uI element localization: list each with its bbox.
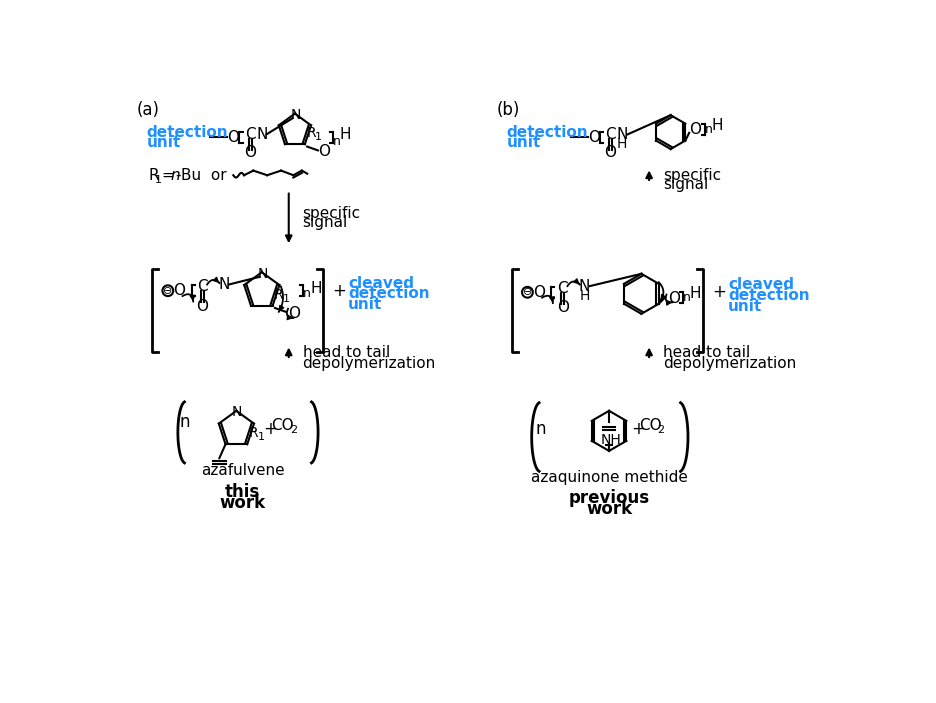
Text: cleaved: cleaved bbox=[348, 276, 414, 290]
Text: O: O bbox=[588, 130, 600, 145]
Text: detection: detection bbox=[348, 286, 430, 302]
Text: unit: unit bbox=[348, 297, 383, 312]
Text: work: work bbox=[219, 494, 266, 512]
Text: 1: 1 bbox=[154, 175, 162, 185]
Text: n: n bbox=[180, 413, 190, 431]
Text: depolymerization: depolymerization bbox=[302, 356, 436, 370]
Text: NH: NH bbox=[600, 433, 621, 447]
Text: N: N bbox=[232, 406, 242, 420]
Text: O: O bbox=[173, 283, 185, 298]
Text: O: O bbox=[533, 285, 545, 299]
Text: +: + bbox=[332, 282, 345, 299]
Text: C: C bbox=[245, 127, 256, 142]
Text: n: n bbox=[333, 135, 341, 148]
Text: O: O bbox=[557, 300, 569, 315]
Text: 2: 2 bbox=[290, 425, 297, 435]
Text: O: O bbox=[244, 146, 256, 160]
Text: N: N bbox=[617, 127, 628, 142]
Text: head to tail: head to tail bbox=[663, 344, 751, 360]
Text: R: R bbox=[249, 427, 258, 441]
Text: unit: unit bbox=[146, 136, 181, 150]
Text: this: this bbox=[225, 483, 260, 501]
Text: N: N bbox=[578, 278, 590, 294]
Text: O: O bbox=[318, 143, 330, 159]
Text: O: O bbox=[668, 291, 680, 306]
Text: detection: detection bbox=[506, 124, 588, 140]
Text: =: = bbox=[162, 168, 180, 183]
Text: H: H bbox=[690, 286, 701, 302]
Text: unit: unit bbox=[506, 136, 541, 150]
Text: O: O bbox=[197, 299, 209, 314]
Text: C: C bbox=[197, 279, 208, 295]
Text: work: work bbox=[586, 500, 632, 518]
Text: +: + bbox=[712, 283, 725, 302]
Text: O: O bbox=[288, 306, 300, 321]
Text: specific: specific bbox=[302, 206, 360, 221]
Text: ⊖: ⊖ bbox=[163, 285, 172, 296]
Text: cleaved: cleaved bbox=[728, 277, 794, 292]
Text: 1: 1 bbox=[257, 432, 265, 442]
Text: previous: previous bbox=[568, 489, 650, 507]
Text: H: H bbox=[310, 281, 322, 296]
Text: +: + bbox=[632, 420, 645, 438]
Text: azaquinone methide: azaquinone methide bbox=[531, 470, 688, 484]
Text: head to tail: head to tail bbox=[302, 344, 390, 360]
Text: O: O bbox=[605, 146, 617, 160]
Text: (a): (a) bbox=[137, 101, 159, 120]
Text: O: O bbox=[689, 122, 701, 137]
Text: 2: 2 bbox=[657, 425, 665, 435]
Text: H: H bbox=[340, 127, 351, 142]
Text: depolymerization: depolymerization bbox=[663, 356, 797, 370]
Text: n: n bbox=[683, 291, 691, 304]
Text: N: N bbox=[218, 277, 229, 292]
Text: +: + bbox=[263, 420, 277, 438]
Text: CO: CO bbox=[639, 418, 662, 433]
Text: ⊖: ⊖ bbox=[522, 288, 533, 297]
Text: 1: 1 bbox=[283, 294, 290, 304]
Text: specific: specific bbox=[663, 168, 721, 183]
Text: n: n bbox=[303, 288, 312, 300]
Text: N: N bbox=[290, 108, 300, 122]
Text: R: R bbox=[306, 127, 315, 141]
Text: azafulvene: azafulvene bbox=[200, 463, 285, 479]
Text: N: N bbox=[256, 127, 268, 142]
Text: unit: unit bbox=[728, 299, 762, 314]
Text: n: n bbox=[705, 123, 712, 136]
Text: R: R bbox=[149, 168, 159, 183]
Text: C: C bbox=[606, 127, 616, 142]
Text: R: R bbox=[274, 288, 284, 302]
Text: detection: detection bbox=[146, 124, 227, 140]
Text: detection: detection bbox=[728, 288, 810, 303]
Text: H: H bbox=[617, 137, 627, 151]
Text: 1: 1 bbox=[315, 132, 322, 142]
Text: H: H bbox=[711, 118, 723, 134]
Text: -Bu  or: -Bu or bbox=[176, 168, 227, 183]
Text: H: H bbox=[579, 289, 590, 303]
Text: (b): (b) bbox=[497, 101, 520, 120]
Text: O: O bbox=[227, 130, 240, 145]
Text: signal: signal bbox=[663, 177, 709, 192]
Text: CO: CO bbox=[271, 418, 294, 433]
Text: n: n bbox=[170, 168, 180, 183]
Text: C: C bbox=[558, 281, 568, 296]
Text: n: n bbox=[535, 420, 546, 438]
Text: signal: signal bbox=[302, 215, 348, 231]
Text: N: N bbox=[257, 266, 268, 280]
